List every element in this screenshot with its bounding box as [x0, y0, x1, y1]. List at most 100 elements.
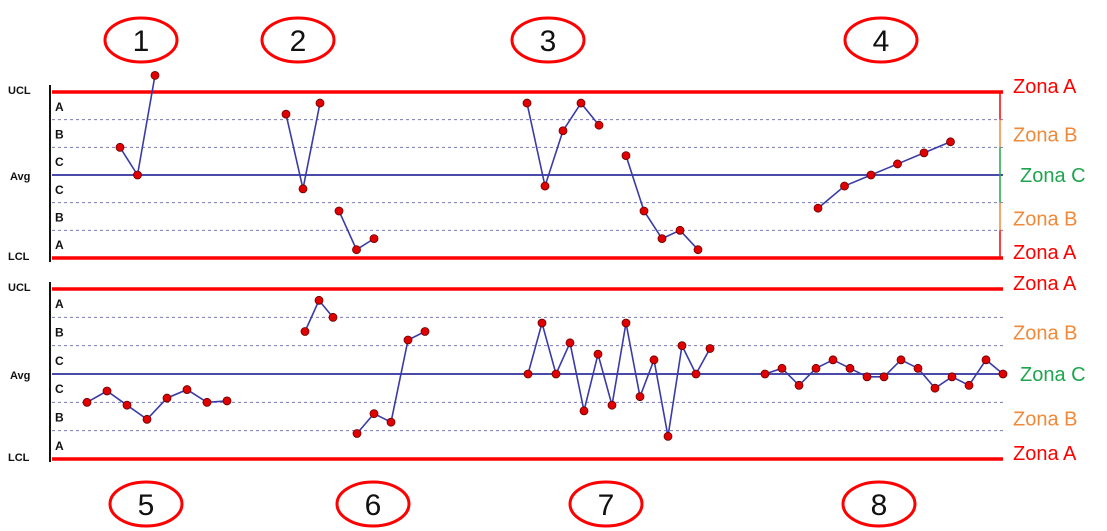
data-point-1-4-2: [540, 181, 550, 191]
data-point-2-2-2: [314, 295, 324, 305]
data-point-2-4-5: [579, 406, 589, 416]
data-point-1-1-1: [115, 142, 125, 152]
data-point-1-3-2: [352, 245, 361, 255]
data-point-1-6-4: [893, 159, 902, 169]
zone-letter-1-3: C: [55, 155, 64, 169]
data-point-2-4-1: [523, 369, 533, 379]
rule-3-label: 3: [540, 25, 557, 58]
data-point-2-1-2: [102, 386, 112, 396]
zone-b-label-bottom-1: Zona B: [1013, 209, 1077, 231]
data-point-2-4-7: [607, 400, 617, 410]
rule-6-label: 6: [365, 489, 382, 522]
zone-letter-2-2: B: [55, 326, 64, 340]
data-point-1-2-2: [298, 184, 308, 194]
zone-a-label-top-1: Zona A: [1013, 76, 1077, 98]
data-point-1-3-3: [369, 234, 379, 244]
data-point-2-5-12: [947, 372, 957, 382]
data-point-2-1-8: [222, 396, 232, 406]
series-line-2-2: [304, 298, 334, 332]
data-point-2-3-3: [386, 417, 396, 427]
data-point-2-5-3: [794, 380, 804, 390]
avg-label-2: Avg: [10, 370, 30, 382]
rule-3-ellipse: [510, 16, 586, 64]
rule-7-ellipse: [568, 480, 644, 528]
data-point-1-5-4: [675, 225, 685, 235]
data-point-2-4-10: [649, 355, 659, 365]
data-point-2-5-9: [896, 355, 906, 365]
zone-b-label-top-2: Zona B: [1013, 323, 1077, 345]
rule-2-ellipse: [260, 16, 336, 64]
data-point-1-4-1: [522, 98, 532, 108]
data-point-2-1-3: [122, 400, 132, 410]
zone-b-label-top-1: Zona B: [1013, 125, 1077, 147]
data-point-2-5-11: [930, 383, 940, 393]
data-point-2-5-14: [981, 355, 991, 365]
avg-label-1: Avg: [10, 171, 30, 183]
data-point-1-6-6: [946, 137, 955, 147]
data-point-2-2-3: [328, 312, 338, 322]
zone-letter-2-5: B: [55, 411, 64, 425]
zone-letter-1-2: B: [55, 128, 64, 142]
data-point-1-6-3: [866, 170, 876, 180]
data-point-2-4-11: [663, 431, 673, 441]
zone-a-label-bottom-1: Zona A: [1013, 242, 1077, 264]
rule-8-label: 8: [871, 489, 888, 522]
rule-4-ellipse: [843, 16, 919, 64]
zone-c-label-2: Zona C: [1020, 364, 1086, 386]
rule-5-ellipse: [108, 480, 184, 528]
lcl-label-2: LCL: [8, 452, 30, 464]
data-point-2-5-6: [845, 363, 855, 373]
zone-b-label-bottom-2: Zona B: [1013, 409, 1077, 431]
rule-5-label: 5: [138, 489, 155, 522]
zone-letter-1-6: A: [55, 238, 64, 252]
series-line-1-6: [817, 141, 951, 209]
zone-letter-2-6: A: [55, 439, 64, 453]
rule-1-ellipse: [103, 16, 179, 64]
data-point-2-5-8: [879, 372, 889, 382]
rule-1-label: 1: [133, 25, 150, 58]
series-line-1-3: [338, 210, 375, 251]
zone-letter-1-5: B: [55, 211, 64, 225]
data-point-2-4-4: [565, 338, 575, 348]
data-point-2-1-1: [82, 397, 92, 407]
data-point-2-3-1: [352, 429, 362, 438]
data-point-1-6-1: [813, 203, 823, 213]
data-point-1-5-1: [621, 151, 631, 161]
rule-6-ellipse: [335, 480, 411, 528]
data-point-1-1-3: [150, 71, 160, 80]
zone-c-label-1: Zona C: [1020, 165, 1086, 187]
rule-8-ellipse: [841, 480, 917, 528]
rule-7-label: 7: [598, 489, 615, 522]
data-point-2-1-6: [182, 385, 192, 394]
data-point-1-6-2: [840, 181, 849, 191]
data-point-1-4-3: [558, 126, 568, 136]
data-point-2-4-3: [551, 369, 561, 379]
data-point-1-2-3: [315, 98, 325, 108]
data-point-1-6-5: [919, 148, 929, 158]
zone-letter-2-4: C: [55, 382, 64, 396]
data-point-2-5-10: [913, 363, 923, 373]
ucl-label-1: UCL: [8, 85, 31, 97]
data-point-2-4-12: [677, 341, 687, 351]
series-line-2-4: [527, 319, 711, 437]
data-point-1-5-5: [693, 245, 703, 255]
data-point-2-1-7: [202, 397, 212, 407]
ucl-label-2: UCL: [8, 282, 31, 294]
data-point-2-3-4: [403, 335, 413, 345]
data-point-2-3-2: [369, 409, 379, 419]
data-point-2-5-7: [862, 372, 872, 382]
data-point-1-5-3: [657, 234, 667, 244]
data-point-2-4-2: [537, 318, 547, 328]
rule-2-label: 2: [290, 25, 307, 58]
data-point-2-4-8: [621, 318, 631, 328]
zone-letter-2-1: A: [55, 297, 64, 311]
data-point-2-1-4: [142, 414, 152, 424]
data-point-1-4-5: [594, 120, 604, 130]
data-point-2-2-1: [300, 327, 310, 336]
data-point-2-4-13: [691, 369, 701, 379]
data-point-1-1-2: [133, 170, 142, 180]
data-point-2-5-13: [964, 380, 974, 390]
data-point-2-4-9: [635, 392, 645, 402]
